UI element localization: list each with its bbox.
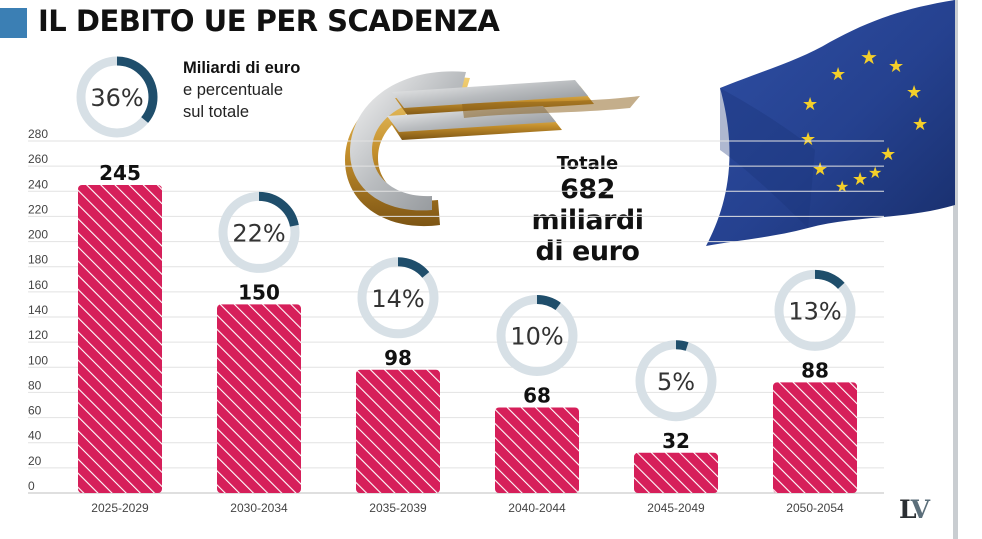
total-value-line-1: 682 miliardi [531,174,644,236]
svg-text:★: ★ [802,94,818,114]
percent-ring-label: 5% [657,368,695,396]
percent-ring-fill [496,295,578,377]
svg-text:★: ★ [800,129,816,149]
legend-unit-label: Miliardi di euro [183,59,301,77]
percent-ring-label: 10% [510,323,563,351]
percent-ring-label: 22% [232,219,285,247]
legend-line-3: sul totale [183,103,250,121]
euro-symbol-illustration [345,71,640,227]
y-axis-tick-labels: 0 20 40 60 80 100 120 140 160 180 200 220 240 260 280 [28,127,48,493]
bar-value-labels: 245 150 98 68 32 88 [99,161,829,453]
y-tick-label: 240 [28,177,48,191]
percent-ring-track [218,191,300,273]
x-tick-label: 2025-2029 [91,501,149,515]
x-tick-label: 2030-2034 [230,501,288,515]
legend-line-2: e percentuale [183,81,283,99]
y-tick-label: 280 [28,127,48,141]
percent-ring: 5% [635,340,717,422]
y-tick-label: 0 [28,479,35,493]
grid-lines [28,140,884,494]
lv-logo: LV [899,495,930,524]
svg-text:★: ★ [835,179,849,196]
percent-ring-label: 13% [788,297,841,325]
legend-note: Miliardi di euro e percentuale sul total… [183,57,300,123]
svg-text:★: ★ [812,159,828,179]
bar-value-label: 150 [238,280,280,304]
eu-flag-stars: ★ ★ ★ ★ ★ ★ ★ ★ ★ ★ ★ ★ [800,47,928,196]
y-tick-label: 60 [28,404,42,418]
bar-value-label: 68 [523,384,551,408]
x-tick-label: 2035-2039 [369,501,427,515]
legend-example-ring: 36% [76,56,158,138]
x-tick-label: 2045-2049 [647,501,705,515]
bar-value-label: 88 [801,358,829,382]
legend-percent-ring: 36% [76,56,158,138]
svg-text:★: ★ [906,82,922,102]
bar-value-label: 245 [99,161,141,185]
y-tick-label: 40 [28,429,42,443]
total-callout: Totale 682 miliardi di euro [505,153,670,267]
svg-text:★: ★ [860,47,878,69]
total-label: Totale [556,153,619,174]
y-tick-label: 220 [28,202,48,216]
bar-value-label: 32 [662,429,690,453]
percent-ring: 22% [218,191,300,273]
svg-text:★: ★ [830,64,846,84]
y-tick-label: 160 [28,278,48,292]
bar [773,382,857,493]
y-tick-label: 180 [28,253,48,267]
percent-ring-fill [635,340,717,422]
percent-ring-label: 36% [90,84,143,112]
bar [634,452,718,493]
y-tick-label: 200 [28,228,48,242]
svg-text:★: ★ [868,165,882,182]
eu-flag-illustration: ★ ★ ★ ★ ★ ★ ★ ★ ★ ★ ★ ★ [706,0,958,539]
percent-ring-fill [76,56,158,138]
percent-ring: 14% [357,257,439,339]
svg-text:★: ★ [880,144,896,164]
percent-ring: 10% [496,295,578,377]
x-tick-label: 2050-2054 [786,501,844,515]
y-tick-label: 20 [28,454,42,468]
bar [78,185,162,493]
page-title: IL DEBITO UE PER SCADENZA [38,4,500,38]
percent-ring-fill [774,269,856,351]
bar [217,304,301,493]
bar [495,407,579,493]
y-tick-label: 80 [28,378,42,392]
x-axis-tick-labels: 2025-2029 2030-2034 2035-2039 2040-2044 2045… [91,501,844,515]
y-tick-label: 260 [28,152,48,166]
bar-value-label: 98 [384,346,412,370]
percent-ring-fill [357,257,439,339]
y-tick-label: 100 [28,353,48,367]
title-accent-bar [0,8,27,38]
percent-ring-label: 14% [371,285,424,313]
bar [356,369,440,493]
x-tick-label: 2040-2044 [508,501,566,515]
svg-text:★: ★ [852,169,868,189]
percent-ring: 13% [774,269,856,351]
percent-rings: 22% 14% 10% 5% 13% [218,191,856,422]
svg-text:★: ★ [912,114,928,134]
bars [78,185,857,493]
y-tick-label: 140 [28,303,48,317]
y-tick-label: 120 [28,328,48,342]
svg-text:★: ★ [888,56,904,76]
